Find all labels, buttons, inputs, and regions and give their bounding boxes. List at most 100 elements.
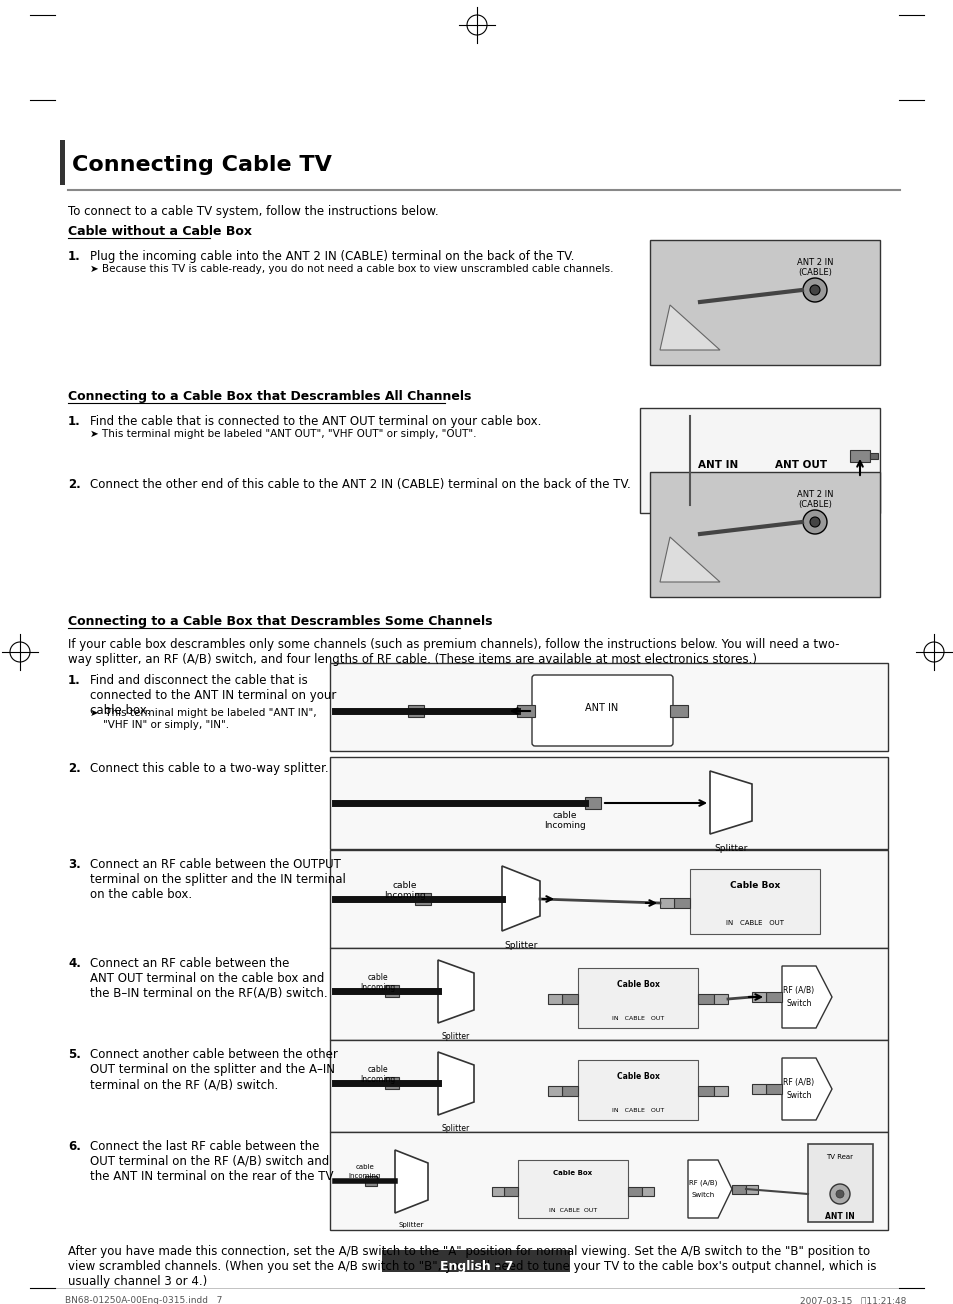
Bar xyxy=(731,1185,745,1194)
Bar xyxy=(641,1187,654,1196)
Polygon shape xyxy=(687,1161,731,1218)
Bar xyxy=(330,850,887,948)
Text: Cable Box: Cable Box xyxy=(553,1170,592,1176)
Text: Splitter: Splitter xyxy=(504,941,537,951)
Text: IN   CABLE   OUT: IN CABLE OUT xyxy=(611,1108,663,1114)
Text: Find and disconnect the cable that is
connected to the ANT IN terminal on your
c: Find and disconnect the cable that is co… xyxy=(90,674,336,717)
Text: cable: cable xyxy=(367,1065,388,1074)
Text: IN   CABLE   OUT: IN CABLE OUT xyxy=(725,921,783,926)
Text: ➤ This terminal might be labeled "ANT OUT", "VHF OUT" or simply, "OUT".: ➤ This terminal might be labeled "ANT OU… xyxy=(90,429,476,439)
Bar xyxy=(381,1251,569,1271)
Text: If your cable box descrambles only some channels (such as premium channels), fol: If your cable box descrambles only some … xyxy=(68,638,839,666)
Circle shape xyxy=(802,510,826,535)
Bar xyxy=(517,705,535,717)
Bar xyxy=(578,1060,698,1120)
Text: Connect an RF cable between the OUTPUT
terminal on the splitter and the IN termi: Connect an RF cable between the OUTPUT t… xyxy=(90,858,346,901)
Text: BN68-01250A-00Eng-0315.indd   7: BN68-01250A-00Eng-0315.indd 7 xyxy=(65,1296,222,1304)
Bar xyxy=(517,1161,627,1218)
Bar xyxy=(627,1187,641,1196)
Bar xyxy=(745,1185,758,1194)
Bar xyxy=(765,1084,781,1094)
Bar xyxy=(561,994,578,1004)
Bar xyxy=(578,968,698,1028)
Bar xyxy=(713,994,727,1004)
Text: Connecting Cable TV: Connecting Cable TV xyxy=(71,155,332,175)
Bar xyxy=(649,240,879,365)
Text: Cable Box: Cable Box xyxy=(729,882,780,891)
Circle shape xyxy=(835,1191,843,1198)
Bar xyxy=(330,662,887,751)
FancyBboxPatch shape xyxy=(532,675,672,746)
Text: Cable Box: Cable Box xyxy=(616,1072,659,1081)
Polygon shape xyxy=(659,305,720,349)
Bar xyxy=(385,985,398,998)
Circle shape xyxy=(809,286,820,295)
Text: ANT IN: ANT IN xyxy=(824,1211,854,1221)
Text: 2.: 2. xyxy=(68,762,81,775)
Text: Incoming: Incoming xyxy=(543,822,585,831)
Text: Splitter: Splitter xyxy=(714,844,747,853)
Text: Incoming: Incoming xyxy=(349,1174,381,1179)
Text: Incoming: Incoming xyxy=(384,891,425,900)
Text: (CABLE): (CABLE) xyxy=(798,269,831,276)
Text: RF (A/B): RF (A/B) xyxy=(688,1180,717,1187)
Text: Find the cable that is connected to the ANT OUT terminal on your cable box.: Find the cable that is connected to the … xyxy=(90,415,540,428)
Bar xyxy=(698,994,713,1004)
Text: 1.: 1. xyxy=(68,250,81,263)
Text: (CABLE): (CABLE) xyxy=(798,499,831,509)
Text: Splitter: Splitter xyxy=(441,1124,470,1133)
Bar xyxy=(365,1176,376,1187)
Text: Plug the incoming cable into the ANT 2 IN (CABLE) terminal on the back of the TV: Plug the incoming cable into the ANT 2 I… xyxy=(90,250,574,263)
Text: ANT 2 IN: ANT 2 IN xyxy=(796,490,832,499)
Text: 6.: 6. xyxy=(68,1140,81,1153)
Bar xyxy=(751,992,765,1001)
Text: 1.: 1. xyxy=(68,674,81,687)
Bar xyxy=(60,140,65,185)
Text: Cable Box: Cable Box xyxy=(616,981,659,988)
Bar xyxy=(330,758,887,849)
Text: RF (A/B): RF (A/B) xyxy=(782,1078,814,1088)
Bar xyxy=(584,797,600,808)
Text: Connect this cable to a two-way splitter.: Connect this cable to a two-way splitter… xyxy=(90,762,328,775)
Bar xyxy=(869,452,877,459)
Text: 2.: 2. xyxy=(68,479,81,492)
Bar xyxy=(330,1132,887,1230)
Bar xyxy=(673,898,689,908)
Text: Connecting to a Cable Box that Descrambles All Channels: Connecting to a Cable Box that Descrambl… xyxy=(68,390,471,403)
Text: Connect an RF cable between the
ANT OUT terminal on the cable box and
the B–IN t: Connect an RF cable between the ANT OUT … xyxy=(90,957,327,1000)
Text: Splitter: Splitter xyxy=(398,1222,423,1228)
Polygon shape xyxy=(437,1052,474,1115)
Bar xyxy=(503,1187,517,1196)
Text: Switch: Switch xyxy=(785,999,811,1008)
Text: Connect the other end of this cable to the ANT 2 IN (CABLE) terminal on the back: Connect the other end of this cable to t… xyxy=(90,479,630,492)
Polygon shape xyxy=(709,771,751,835)
Bar xyxy=(330,948,887,1041)
Text: cable: cable xyxy=(552,811,577,820)
Text: IN  CABLE  OUT: IN CABLE OUT xyxy=(548,1208,597,1213)
Text: 4.: 4. xyxy=(68,957,81,970)
Bar xyxy=(330,1041,887,1132)
Bar xyxy=(713,1086,727,1095)
Polygon shape xyxy=(395,1150,428,1213)
Bar xyxy=(639,408,879,512)
Text: English - 7: English - 7 xyxy=(440,1260,513,1273)
Circle shape xyxy=(809,516,820,527)
Bar xyxy=(547,994,561,1004)
Bar xyxy=(561,1086,578,1095)
Text: ➤  This terminal might be labeled "ANT IN",
    "VHF IN" or simply, "IN".: ➤ This terminal might be labeled "ANT IN… xyxy=(90,708,316,730)
Text: Incoming: Incoming xyxy=(360,983,395,992)
Bar xyxy=(408,705,423,717)
Text: cable: cable xyxy=(367,973,388,982)
Text: Switch: Switch xyxy=(785,1091,811,1101)
Text: 2007-03-15   ⎐11:21:48: 2007-03-15 ⎐11:21:48 xyxy=(800,1296,905,1304)
Polygon shape xyxy=(437,960,474,1024)
Text: After you have made this connection, set the A/B switch to the "A" position for : After you have made this connection, set… xyxy=(68,1245,876,1288)
Text: ANT 2 IN: ANT 2 IN xyxy=(796,258,832,267)
Text: Connect the last RF cable between the
OUT terminal on the RF (A/B) switch and
th: Connect the last RF cable between the OU… xyxy=(90,1140,335,1183)
Bar xyxy=(849,450,869,462)
Bar xyxy=(415,893,431,905)
Polygon shape xyxy=(781,966,831,1028)
Text: Connecting to a Cable Box that Descrambles Some Channels: Connecting to a Cable Box that Descrambl… xyxy=(68,615,492,629)
Text: ANT IN: ANT IN xyxy=(698,460,738,469)
Text: IN   CABLE   OUT: IN CABLE OUT xyxy=(611,1016,663,1021)
